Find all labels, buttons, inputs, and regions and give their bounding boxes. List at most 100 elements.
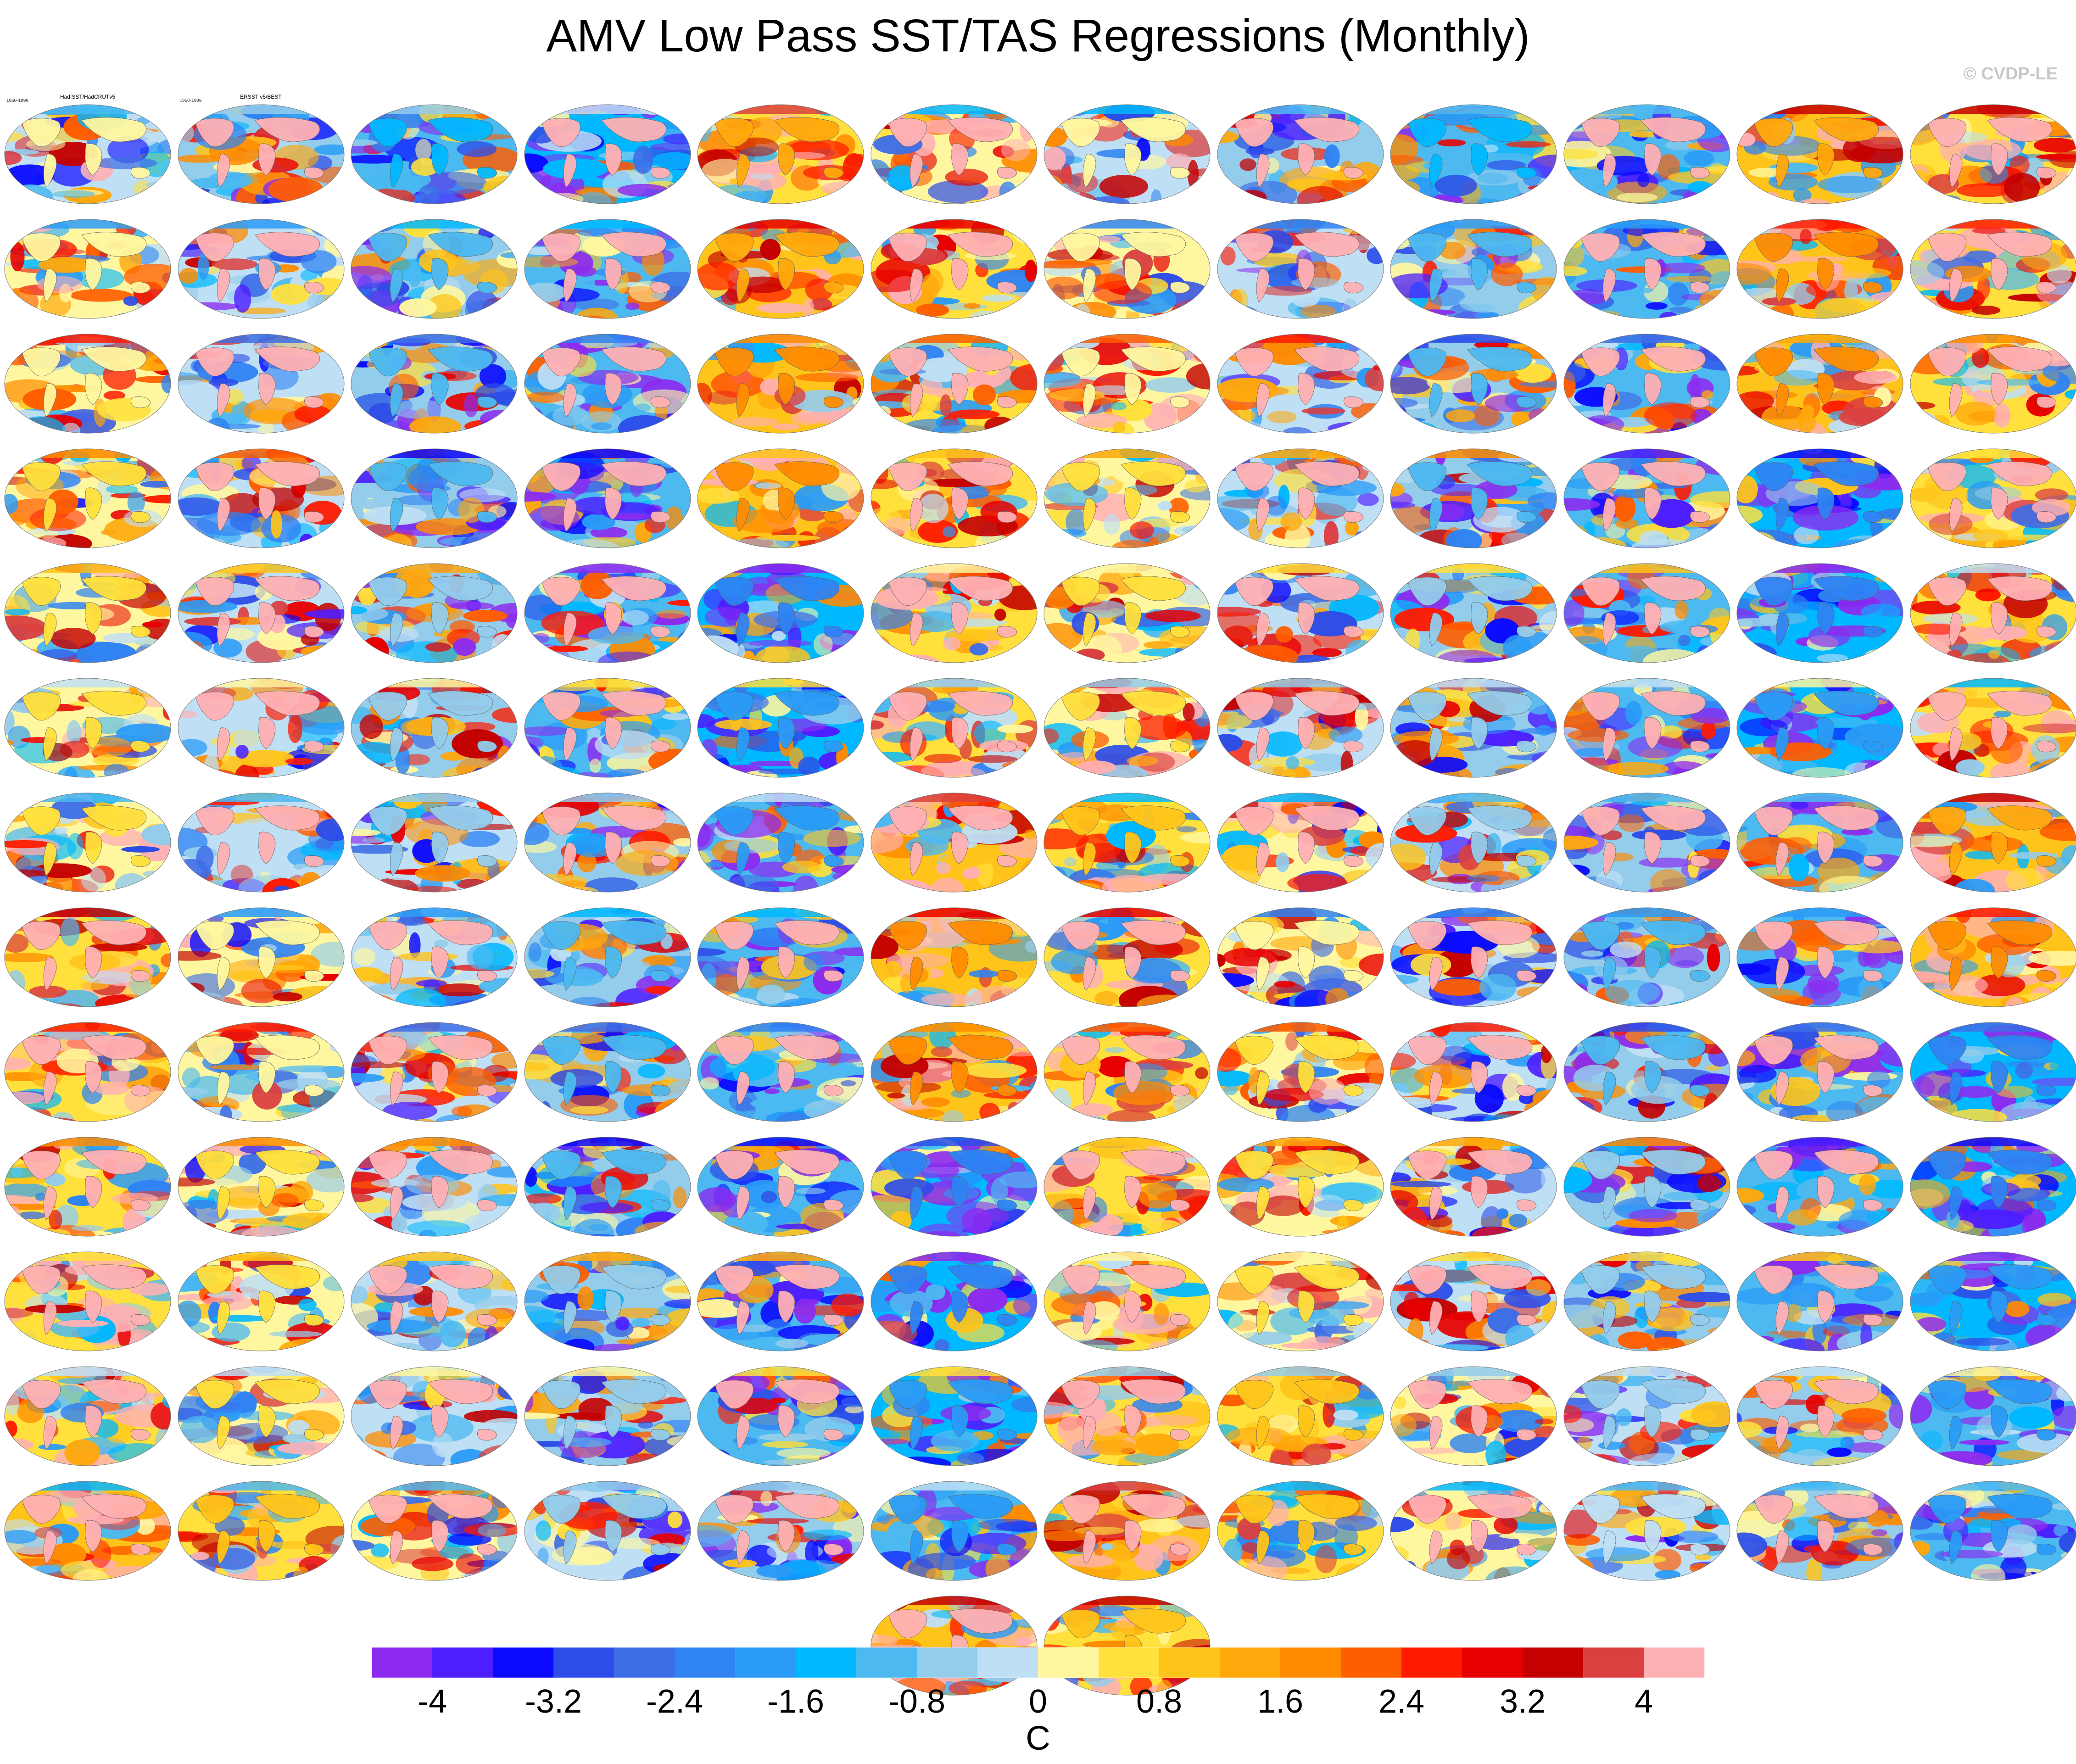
panel-map [1044,1481,1211,1581]
map-panel [1388,321,1559,436]
panel-header [1908,1124,2076,1136]
map-panel [1215,1124,1386,1239]
map-panel [1041,1239,1213,1354]
panel-header [1388,436,1559,448]
map-panel [1734,92,1906,207]
panel-header [1908,92,2076,104]
panel-map [1736,219,1903,319]
panel-header [348,665,520,677]
panel-map [524,1251,691,1351]
panel-header [1908,321,2076,333]
panel-map [1390,563,1557,663]
panel-header [1215,1124,1386,1136]
panel-map [1390,334,1557,434]
panel-map [524,1137,691,1237]
panel-map [871,678,1037,778]
panel-header [868,436,1040,448]
map-panel [175,1010,347,1124]
panel-map [1217,1251,1384,1351]
map-panel [1215,1010,1386,1124]
map-panel [1908,92,2076,207]
panel-header [175,1239,347,1251]
map-panel [2,665,173,780]
map-panel [1734,1124,1906,1239]
panel-map [178,104,344,204]
map-panel [1734,321,1906,436]
panel-map [1563,104,1730,204]
panel-header [1041,1010,1213,1022]
panel-header [522,780,693,792]
map-panel [348,207,520,321]
panel-header [868,895,1040,907]
map-panel [868,207,1040,321]
panel-map [1910,1137,2076,1237]
map-panel [695,780,866,895]
panel-map [697,1022,864,1122]
panel-header [1908,1010,2076,1022]
map-panel [1734,1354,1906,1468]
panel-header [1041,780,1213,792]
panel-map [1910,104,2076,204]
map-panel [2,895,173,1010]
panel-map [178,219,344,319]
map-panel [348,1010,520,1124]
panel-map [1390,907,1557,1007]
map-panel [1734,207,1906,321]
panel-map [351,1251,518,1351]
map-panel [348,895,520,1010]
map-panel [1041,436,1213,551]
panel-header [348,321,520,333]
map-panel [522,895,693,1010]
panel-header [2,1468,173,1480]
panel-header [695,1239,866,1251]
map-panel [695,1468,866,1583]
panel-map [351,907,518,1007]
map-panel [1388,1239,1559,1354]
map-panel [1734,1010,1906,1124]
panel-map [1563,563,1730,663]
map-panel [1734,1468,1906,1583]
panel-header [1041,1583,1213,1595]
panel-map [871,1366,1037,1466]
panel-map [1390,678,1557,778]
map-panel [1908,1124,2076,1239]
panel-map [524,104,691,204]
panel-map [871,907,1037,1007]
map-panel [1734,1239,1906,1354]
map-panel [348,551,520,665]
map-panel [695,207,866,321]
panel-header [522,207,693,218]
map-panel [1561,1010,1733,1124]
panel-map [524,793,691,893]
panel-map [1217,334,1384,434]
panel-header [1734,895,1906,907]
panel-header [522,321,693,333]
panel-header [175,1010,347,1022]
panel-header [1908,895,2076,907]
panel-map [871,1481,1037,1581]
panel-header [1561,895,1733,907]
map-panel [348,436,520,551]
panel-map [1736,334,1903,434]
panel-header [1908,665,2076,677]
panel-header [1908,551,2076,563]
map-panel [175,1468,347,1583]
panel-map [1044,1366,1211,1466]
panel-header [175,895,347,907]
map-panel [1041,1583,1213,1698]
map-panel [1908,780,2076,895]
map-panel [522,1468,693,1583]
map-panel [522,207,693,321]
map-panel [348,780,520,895]
panel-map [351,678,518,778]
map-panel [1388,665,1559,780]
panel-header [1041,665,1213,677]
panel-map [1563,1366,1730,1466]
panel-map [697,448,864,548]
map-panel [1561,436,1733,551]
panel-header [695,895,866,907]
map-panel [1388,92,1559,207]
panel-header [868,1468,1040,1480]
panel-map [524,563,691,663]
